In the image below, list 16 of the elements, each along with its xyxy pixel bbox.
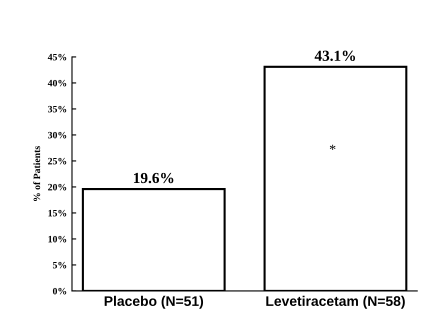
x-tick-label: Levetiracetam (N=58) [266,296,405,309]
y-tick-label: 35% [48,106,66,112]
y-tick-label: 25% [48,158,66,164]
y-tick-label: 40% [48,80,66,86]
data-label: 19.6% [134,172,174,184]
y-tick-label: 10% [48,236,66,242]
x-tick-label: Placebo (N=51) [104,296,204,309]
y-tick-label: 30% [48,132,66,138]
y-axis-title: % of Patients [33,146,40,202]
y-tick-label: 5% [52,262,66,268]
y-tick-label: 45% [48,54,66,60]
annotation: * [330,144,336,150]
y-tick-label: 15% [48,210,66,216]
y-tick-label: 20% [48,184,66,190]
data-label: 43.1% [314,50,356,61]
y-tick-label: 0% [52,288,66,294]
